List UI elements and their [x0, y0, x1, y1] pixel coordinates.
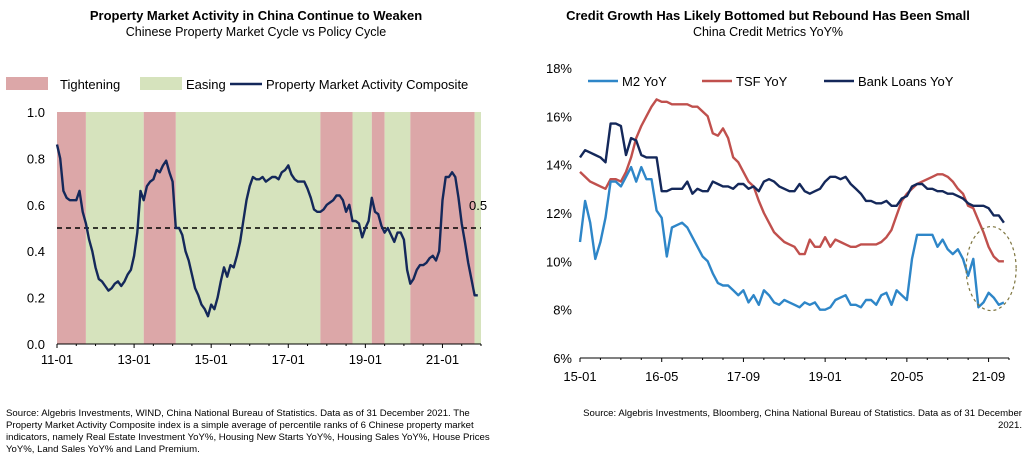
legend-label-tightening: Tightening	[60, 77, 120, 92]
right-source-note: Source: Algebris Investments, Bloomberg,…	[583, 408, 1022, 431]
right-chart-subtitle: China Credit Metrics YoY%	[692, 25, 844, 39]
threshold-label: 0.5	[469, 198, 487, 213]
right-y-tick-label: 6%	[553, 351, 572, 366]
left-legend: Tightening Easing Property Market Activi…	[6, 77, 468, 92]
right-x-tick-label: 19-01	[809, 369, 842, 384]
regime-band-easing	[352, 112, 372, 344]
left-source-note: Source: Algebris Investments, WIND, Chin…	[6, 408, 490, 455]
bank-loans-line	[579, 122, 1005, 224]
left-chart-panel: Property Market Activity in China Contin…	[6, 8, 490, 455]
right-y-tick-label: 12%	[546, 206, 572, 221]
right-y-tick-label: 14%	[546, 158, 572, 173]
legend-label-m2: M2 YoY	[622, 74, 667, 89]
legend-swatch-tightening	[6, 77, 48, 90]
right-x-tick-label: 17-09	[727, 369, 760, 384]
right-x-tick-label: 16-05	[645, 369, 678, 384]
left-x-tick-label: 13-01	[117, 352, 150, 367]
left-y-tick-label: 0.6	[27, 198, 45, 213]
left-y-tick-label: 0.0	[27, 337, 45, 352]
composite-line	[55, 144, 478, 318]
right-x-tick-label: 20-05	[890, 369, 923, 384]
right-x-tick-label: 15-01	[563, 369, 596, 384]
right-y-tick-label: 18%	[546, 61, 572, 76]
left-x-tick-label: 21-01	[426, 352, 459, 367]
left-y-tick-label: 0.2	[27, 291, 45, 306]
left-chart: Tightening Easing Property Market Activi…	[6, 77, 487, 367]
left-y-tick-label: 0.4	[27, 244, 45, 259]
legend-label-tsf: TSF YoY	[736, 74, 788, 89]
m2-line	[578, 165, 1005, 311]
left-x-tick-label: 11-01	[41, 352, 73, 367]
left-chart-title: Property Market Activity in China Contin…	[89, 8, 423, 23]
legend-label-bank-loans: Bank Loans YoY	[858, 74, 954, 89]
right-y-tick-label: 8%	[553, 303, 572, 318]
regime-band-easing	[474, 112, 481, 344]
legend-label-easing: Easing	[186, 77, 226, 92]
left-axes: 0.0 0.2 0.4 0.6 0.8 1.0 11-01 13-01 15-01 17-01 19…	[27, 105, 482, 367]
legend-label-composite: Property Market Activity Composite	[266, 77, 468, 92]
threshold-line: 0.5	[57, 198, 487, 229]
composite-series	[55, 144, 478, 318]
left-x-tick-label: 19-01	[349, 352, 382, 367]
right-y-tick-label: 16%	[546, 109, 572, 124]
right-x-tick-label: 21-09	[972, 369, 1005, 384]
left-y-tick-label: 0.8	[27, 151, 45, 166]
right-chart-title: Credit Growth Has Likely Bottomed but Re…	[566, 8, 970, 23]
right-axes: 6% 8% 10% 12% 14% 16% 18% 15-01 16-05 17-09 19-01 2…	[546, 61, 1010, 384]
right-legend: M2 YoY TSF YoY Bank Loans YoY	[588, 74, 954, 89]
left-chart-subtitle: Chinese Property Market Cycle vs Policy …	[125, 25, 387, 39]
tsf-line	[579, 98, 1004, 263]
right-chart-panel: Credit Growth Has Likely Bottomed but Re…	[512, 0, 1024, 462]
highlight-dashed-ellipse	[965, 225, 1017, 312]
credit-series	[578, 98, 1005, 311]
left-x-tick-label: 17-01	[272, 352, 305, 367]
right-chart: 6% 8% 10% 12% 14% 16% 18% 15-01 16-05 17-09 19-01 2…	[546, 61, 1017, 384]
regime-band-tightening	[371, 112, 385, 344]
left-y-tick-label: 1.0	[27, 105, 45, 120]
right-y-tick-label: 10%	[546, 254, 572, 269]
legend-swatch-easing	[140, 77, 182, 90]
highlight-ellipse	[965, 225, 1017, 312]
left-x-tick-label: 15-01	[195, 352, 228, 367]
